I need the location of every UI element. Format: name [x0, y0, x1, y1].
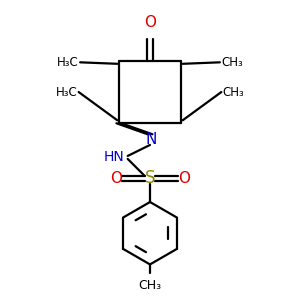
- Text: O: O: [144, 15, 156, 30]
- Text: O: O: [178, 171, 190, 186]
- Text: CH₃: CH₃: [223, 85, 244, 98]
- Text: O: O: [110, 171, 122, 186]
- Text: H₃C: H₃C: [57, 56, 79, 69]
- Text: N: N: [146, 132, 157, 147]
- Text: H₃C: H₃C: [56, 85, 77, 98]
- Text: S: S: [145, 169, 155, 187]
- Text: CH₃: CH₃: [221, 56, 243, 69]
- Text: HN: HN: [104, 150, 125, 164]
- Text: CH₃: CH₃: [138, 279, 162, 292]
